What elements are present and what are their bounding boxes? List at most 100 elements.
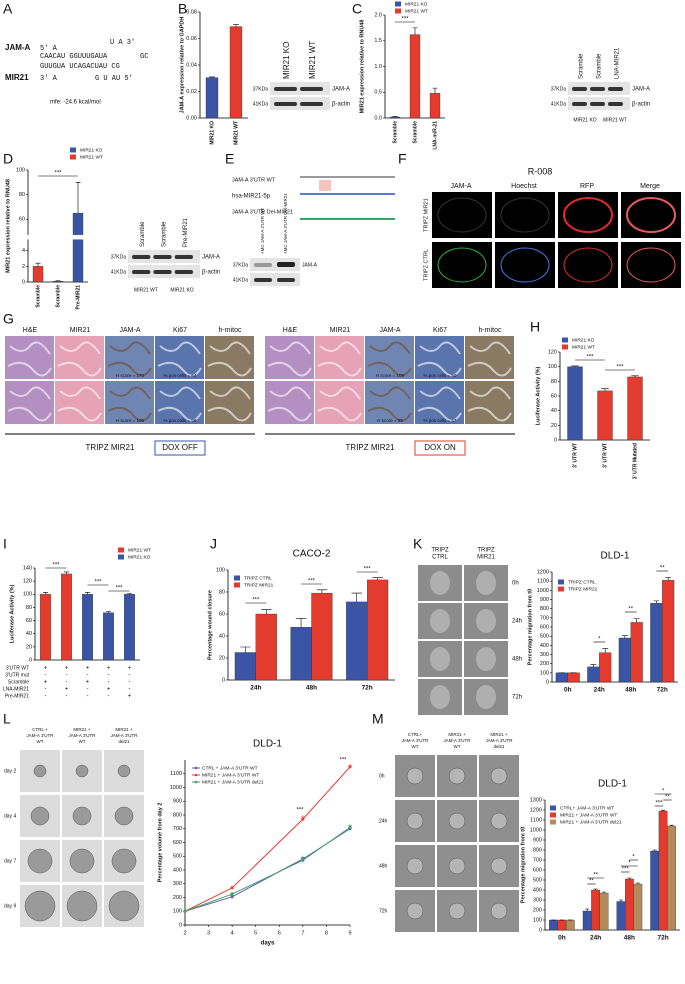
tissue-outline xyxy=(626,247,676,283)
label: JAM-A 3'UTR xyxy=(68,733,96,738)
micrograph xyxy=(315,336,364,379)
label: 72h xyxy=(512,695,522,701)
condition-box xyxy=(414,440,466,456)
label: 37KDa xyxy=(551,86,567,92)
label: JAM-A xyxy=(5,43,31,52)
legend-label: MIR21 KO xyxy=(405,1,428,7)
label: JAM-A 3'UTR WT xyxy=(232,177,276,183)
significance: *** xyxy=(296,808,304,814)
table-cell: - xyxy=(87,694,89,700)
y-tick-label: 140 xyxy=(23,565,32,571)
y-tick-label: 1.0 xyxy=(374,64,382,70)
wound xyxy=(430,685,450,709)
spheroid xyxy=(448,857,466,875)
error-bar xyxy=(392,116,398,117)
y-tick-label: 800 xyxy=(173,812,182,818)
label: TRIPZ CTRL xyxy=(423,249,429,281)
table-label: Scramble xyxy=(8,679,29,685)
y-tick-label: 800 xyxy=(540,606,549,612)
label: day 4 xyxy=(4,813,16,819)
micrograph xyxy=(155,336,204,379)
bar xyxy=(557,919,567,931)
tissue-texture xyxy=(157,386,202,422)
label: % pos cells = 64 xyxy=(164,373,197,378)
x-tick-label: 0h xyxy=(564,687,572,694)
micrograph xyxy=(265,381,314,424)
y-tick-label: 500 xyxy=(533,877,542,883)
significance: *** xyxy=(94,580,102,586)
label: H&E xyxy=(23,327,38,334)
bar xyxy=(367,579,389,681)
legend-label: CTRL + JAM-A 3'UTR WT xyxy=(202,765,258,771)
bar xyxy=(82,594,93,661)
error-bar xyxy=(240,646,251,653)
label: RFP xyxy=(580,183,594,190)
label: H score = 109 xyxy=(376,373,405,378)
error-bar xyxy=(300,815,305,822)
line xyxy=(184,766,351,912)
error-bar xyxy=(601,388,609,391)
bar xyxy=(650,603,663,683)
label: MIR21 + xyxy=(448,732,466,737)
sequence xyxy=(300,176,395,178)
legend-label: MIR21 + JAM-A 3'UTR WT xyxy=(560,812,617,818)
bar xyxy=(229,26,243,119)
legend-swatch xyxy=(550,819,556,825)
label: JAM-A xyxy=(632,87,650,93)
blot-band xyxy=(572,102,587,106)
spheroid xyxy=(490,902,508,920)
significance: *** xyxy=(616,365,624,371)
micrograph xyxy=(155,381,204,424)
y-tick-label: 100 xyxy=(533,917,542,923)
bar xyxy=(32,266,44,283)
spheroid xyxy=(114,806,134,826)
tissue-texture xyxy=(7,386,52,422)
y-tick-label: 0 xyxy=(554,437,557,443)
wound xyxy=(476,571,496,595)
micrograph xyxy=(415,336,464,379)
error-bar xyxy=(105,611,112,613)
y-tick-label: 2 xyxy=(22,264,25,270)
bar xyxy=(52,281,64,283)
label: % pos cells = 50 xyxy=(424,373,457,378)
panel-letter: L xyxy=(3,711,11,727)
x-tick-label: 5 xyxy=(254,930,257,936)
label: 48h xyxy=(379,863,388,869)
label: MIR21 + xyxy=(73,727,91,732)
label: Scramble xyxy=(140,221,146,247)
label: 41KDa xyxy=(111,269,127,275)
label: MIR21 KO xyxy=(282,42,291,79)
x-tick-label: 3 xyxy=(207,930,210,936)
bar xyxy=(555,672,568,683)
blot-band xyxy=(274,102,297,106)
error-bar xyxy=(618,899,624,902)
label: +MC JAM-A 3'UTR Del-MIR21 xyxy=(283,193,288,254)
table-cell: + xyxy=(44,680,48,686)
x-tick-label: 2 xyxy=(183,930,186,936)
error-bar xyxy=(412,27,418,35)
legend-swatch xyxy=(234,582,240,588)
panel-letter: J xyxy=(210,536,217,552)
table-cell: + xyxy=(86,680,90,686)
y-tick-label: 100 xyxy=(540,670,549,676)
label: del21 xyxy=(118,739,130,744)
y-tick-label: 300 xyxy=(540,652,549,658)
blot-band xyxy=(590,87,605,91)
y-tick-label: 60 xyxy=(26,618,32,624)
significance: * xyxy=(628,861,631,867)
table-cell: - xyxy=(45,673,47,679)
label: R-008 xyxy=(528,166,553,176)
error-bar xyxy=(585,908,590,911)
label: CAACAU GGUUUGAUA xyxy=(40,53,108,61)
micrograph xyxy=(265,336,314,379)
spheroid xyxy=(66,890,98,922)
error-bar xyxy=(590,664,597,667)
spheroid xyxy=(448,902,466,920)
label: H&E xyxy=(283,327,298,334)
error-bar xyxy=(63,571,70,574)
label: MIR21 xyxy=(70,327,91,334)
bar xyxy=(429,93,441,119)
wound xyxy=(476,685,496,709)
tissue-texture xyxy=(417,386,462,422)
